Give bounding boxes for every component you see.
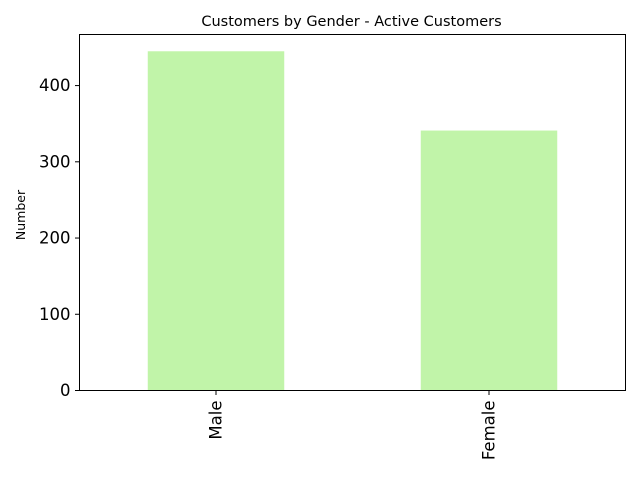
y-tick-label: 300 <box>39 152 71 171</box>
y-axis-ticks: 0 100 200 300 400 <box>39 76 80 400</box>
y-tick-label: 0 <box>60 381 71 400</box>
y-tick-label: 200 <box>39 229 71 248</box>
x-axis-ticks: Male Female <box>207 390 499 461</box>
plot-frame <box>79 34 626 391</box>
y-tick-label: 100 <box>39 305 71 324</box>
x-tick-label-female: Female <box>480 401 499 461</box>
chart-title: Customers by Gender - Active Customers <box>201 14 501 30</box>
bar-female <box>420 130 558 391</box>
y-axis-label: Number <box>13 189 28 240</box>
y-tick-label: 400 <box>39 76 71 95</box>
bar-male <box>147 51 285 391</box>
x-tick-label-male: Male <box>207 401 226 440</box>
bars-group <box>147 51 558 391</box>
